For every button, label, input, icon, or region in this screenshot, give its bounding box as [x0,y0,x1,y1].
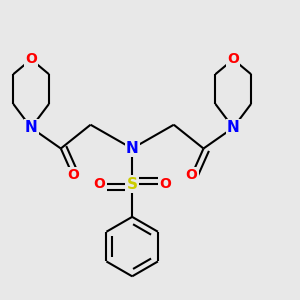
Text: O: O [94,177,105,191]
Text: O: O [67,168,79,182]
Text: O: O [227,52,239,66]
Text: O: O [159,177,171,191]
Text: N: N [126,141,139,156]
Text: N: N [227,120,240,135]
Text: O: O [186,168,197,182]
Text: S: S [127,177,138,192]
Text: N: N [25,120,38,135]
Text: O: O [25,52,37,66]
